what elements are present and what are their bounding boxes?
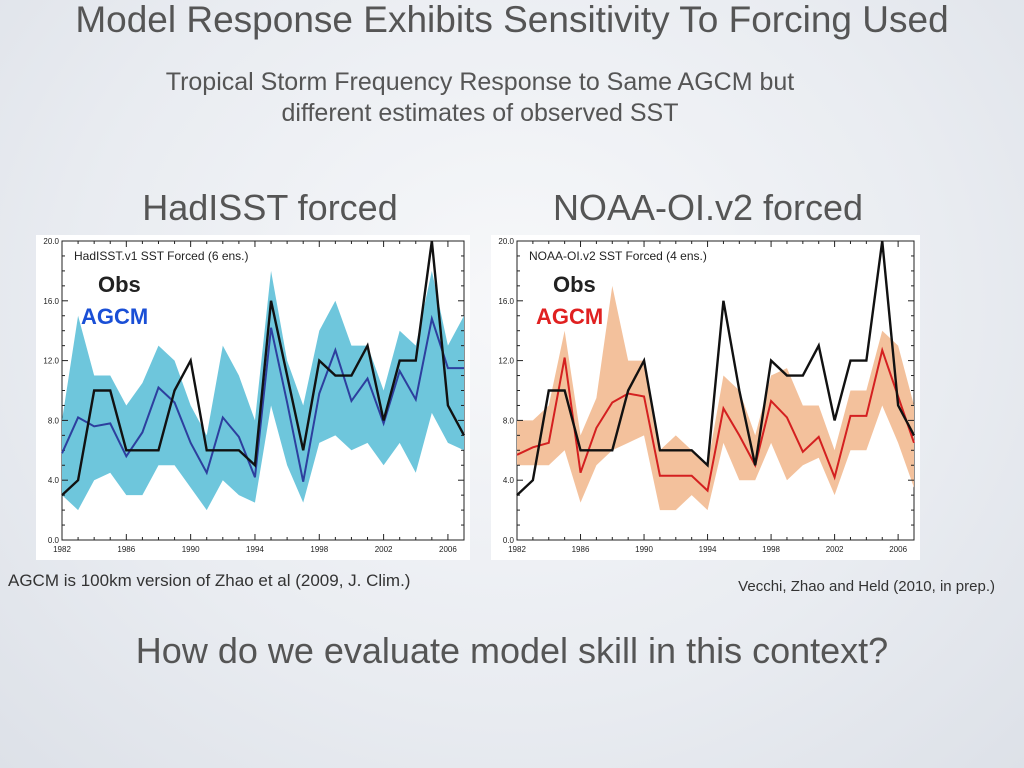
x-tick-label: 2006 bbox=[439, 545, 457, 554]
slide-title: Model Response Exhibits Sensitivity To F… bbox=[75, 0, 949, 40]
y-tick-label: 12.0 bbox=[498, 357, 514, 366]
y-tick-label: 8.0 bbox=[48, 416, 60, 425]
agcm-line bbox=[516, 346, 915, 493]
x-tick-label: 1994 bbox=[246, 545, 264, 554]
x-tick-label: 1982 bbox=[53, 545, 71, 554]
legend-obs: Obs bbox=[553, 272, 596, 297]
x-tick-label: 1986 bbox=[117, 545, 135, 554]
agcm-line bbox=[61, 314, 464, 482]
question-text: How do we evaluate model skill in this c… bbox=[135, 630, 889, 671]
chart-title: NOAA-OI.v2 SST Forced (4 ens.) bbox=[529, 249, 707, 263]
x-tick-label: 2002 bbox=[826, 545, 844, 554]
slide-subtitle: Tropical Storm Frequency Response to Sam… bbox=[165, 68, 795, 127]
x-tick-label: 1990 bbox=[182, 545, 200, 554]
y-tick-label: 12.0 bbox=[43, 357, 59, 366]
x-tick-label: 1986 bbox=[572, 545, 590, 554]
heading-hadisst: HadISST forced bbox=[142, 187, 398, 228]
y-tick-label: 0.0 bbox=[48, 536, 60, 545]
x-tick-label: 2002 bbox=[375, 545, 393, 554]
chart-title: HadISST.v1 SST Forced (6 ens.) bbox=[74, 249, 249, 263]
chart-noaa: 1982 1986 1990 1994 1998 2002 2006 0.0 4.0 8.0 12.… bbox=[491, 235, 920, 560]
chart-hadisst: 1982 1986 1990 1994 1998 2002 2006 0.0 4.0 8.0 12.… bbox=[36, 235, 470, 560]
x-tick-label: 1994 bbox=[699, 545, 717, 554]
x-tick-label: 1998 bbox=[310, 545, 328, 554]
y-tick-label: 16.0 bbox=[498, 297, 514, 306]
agcm-range-band bbox=[517, 285, 914, 511]
y-tick-label: 0.0 bbox=[503, 536, 515, 545]
obs-line bbox=[516, 240, 916, 497]
y-tick-label: 4.0 bbox=[48, 476, 60, 485]
y-tick-label: 16.0 bbox=[43, 297, 59, 306]
x-tick-label: 1982 bbox=[508, 545, 526, 554]
heading-noaa: NOAA-OI.v2 forced bbox=[552, 187, 864, 228]
y-tick-label: 8.0 bbox=[503, 416, 515, 425]
x-tick-label: 1990 bbox=[635, 545, 653, 554]
legend-agcm: AGCM bbox=[536, 304, 603, 329]
y-tick-label: 4.0 bbox=[503, 476, 515, 485]
obs-line bbox=[61, 240, 466, 497]
x-tick-label: 1998 bbox=[762, 545, 780, 554]
y-tick-label: 20.0 bbox=[498, 237, 514, 246]
note-citation: Vecchi, Zhao and Held (2010, in prep.) bbox=[738, 578, 995, 595]
y-tick-label: 20.0 bbox=[43, 237, 59, 246]
legend-obs: Obs bbox=[98, 272, 141, 297]
note-agcm-version: AGCM is 100km version of Zhao et al (200… bbox=[8, 571, 411, 590]
legend-agcm: AGCM bbox=[81, 304, 148, 329]
x-tick-label: 2006 bbox=[889, 545, 907, 554]
